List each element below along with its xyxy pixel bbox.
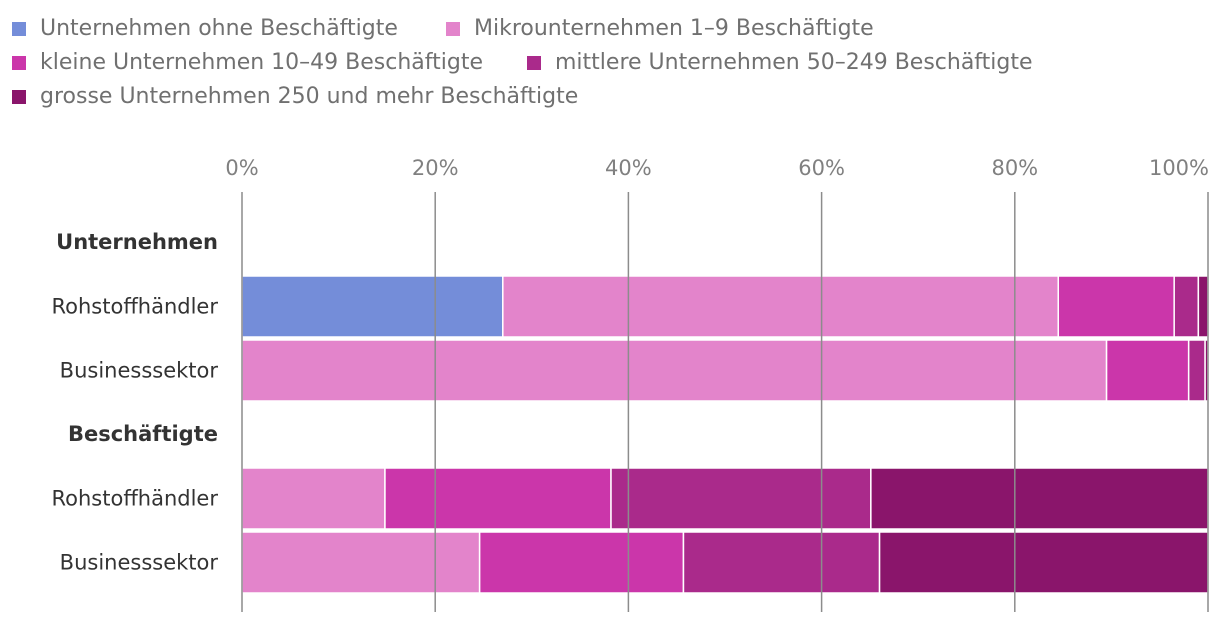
legend-item-1: Mikrounternehmen 1–9 Beschäftigte bbox=[446, 16, 874, 41]
x-tick-label-1: 20% bbox=[412, 156, 459, 180]
bar-0-0-series-0 bbox=[241, 275, 504, 338]
x-tick-label-3: 60% bbox=[798, 156, 845, 180]
legend: Unternehmen ohne Beschäftigte Mikrounter… bbox=[0, 0, 1220, 120]
legend-item-4: grosse Unternehmen 250 und mehr Beschäft… bbox=[12, 84, 578, 109]
legend-label-0: Unternehmen ohne Beschäftigte bbox=[40, 16, 398, 41]
bar-0-0-series-1 bbox=[502, 275, 1060, 338]
bar-1-0-series-4 bbox=[870, 467, 1209, 530]
legend-swatch-0 bbox=[12, 21, 26, 36]
x-tick-label-5: 100% bbox=[1149, 156, 1209, 180]
legend-item-0: Unternehmen ohne Beschäftigte bbox=[12, 16, 398, 41]
bar-1-0-series-3 bbox=[610, 467, 872, 530]
bar-0-0-series-3 bbox=[1173, 275, 1200, 338]
category-label-0-1: Businesssektor bbox=[60, 359, 219, 383]
legend-item-2: kleine Unternehmen 10–49 Beschäftigte bbox=[12, 50, 483, 75]
legend-label-4: grosse Unternehmen 250 und mehr Beschäft… bbox=[40, 84, 579, 109]
grid-layer bbox=[241, 192, 1209, 612]
x-tick-label-2: 40% bbox=[605, 156, 652, 180]
legend-label-1: Mikrounternehmen 1–9 Beschäftigte bbox=[474, 16, 874, 41]
bar-1-0-series-1 bbox=[241, 467, 386, 530]
x-tick-label-4: 80% bbox=[991, 156, 1038, 180]
legend-swatch-2 bbox=[12, 55, 26, 70]
legend-label-2: kleine Unternehmen 10–49 Beschäftigte bbox=[40, 50, 483, 75]
bar-0-1-series-3 bbox=[1187, 339, 1206, 402]
group-label-1: Beschäftigte bbox=[68, 422, 218, 446]
category-label-1-0: Rohstoffhändler bbox=[51, 487, 218, 511]
legend-item-3: mittlere Unternehmen 50–249 Beschäftigte bbox=[527, 50, 1033, 75]
bar-1-1-series-2 bbox=[478, 531, 685, 594]
bars-layer bbox=[241, 275, 1209, 594]
bar-0-1-series-1 bbox=[241, 339, 1108, 402]
legend-swatch-4 bbox=[12, 89, 26, 104]
labels-layer: 0% 20% 40% 60% 80% 100% Unternehmen Rohstoffhän… bbox=[51, 156, 1209, 575]
x-tick-label-0: 0% bbox=[225, 156, 258, 180]
bar-1-0-series-2 bbox=[384, 467, 612, 530]
bar-0-1-series-2 bbox=[1105, 339, 1190, 402]
bar-0-0-series-4 bbox=[1197, 275, 1209, 338]
bar-0-0-series-2 bbox=[1057, 275, 1175, 338]
legend-label-3: mittlere Unternehmen 50–249 Beschäftigte bbox=[555, 50, 1033, 75]
legend-swatch-1 bbox=[446, 21, 460, 36]
category-label-0-0: Rohstoffhändler bbox=[51, 295, 218, 319]
bar-1-1-series-1 bbox=[241, 531, 481, 594]
group-label-0: Unternehmen bbox=[56, 230, 218, 254]
bar-1-1-series-3 bbox=[682, 531, 881, 594]
category-label-1-1: Businesssektor bbox=[60, 551, 219, 575]
legend-swatch-3 bbox=[527, 55, 541, 70]
bar-1-1-series-4 bbox=[878, 531, 1209, 594]
